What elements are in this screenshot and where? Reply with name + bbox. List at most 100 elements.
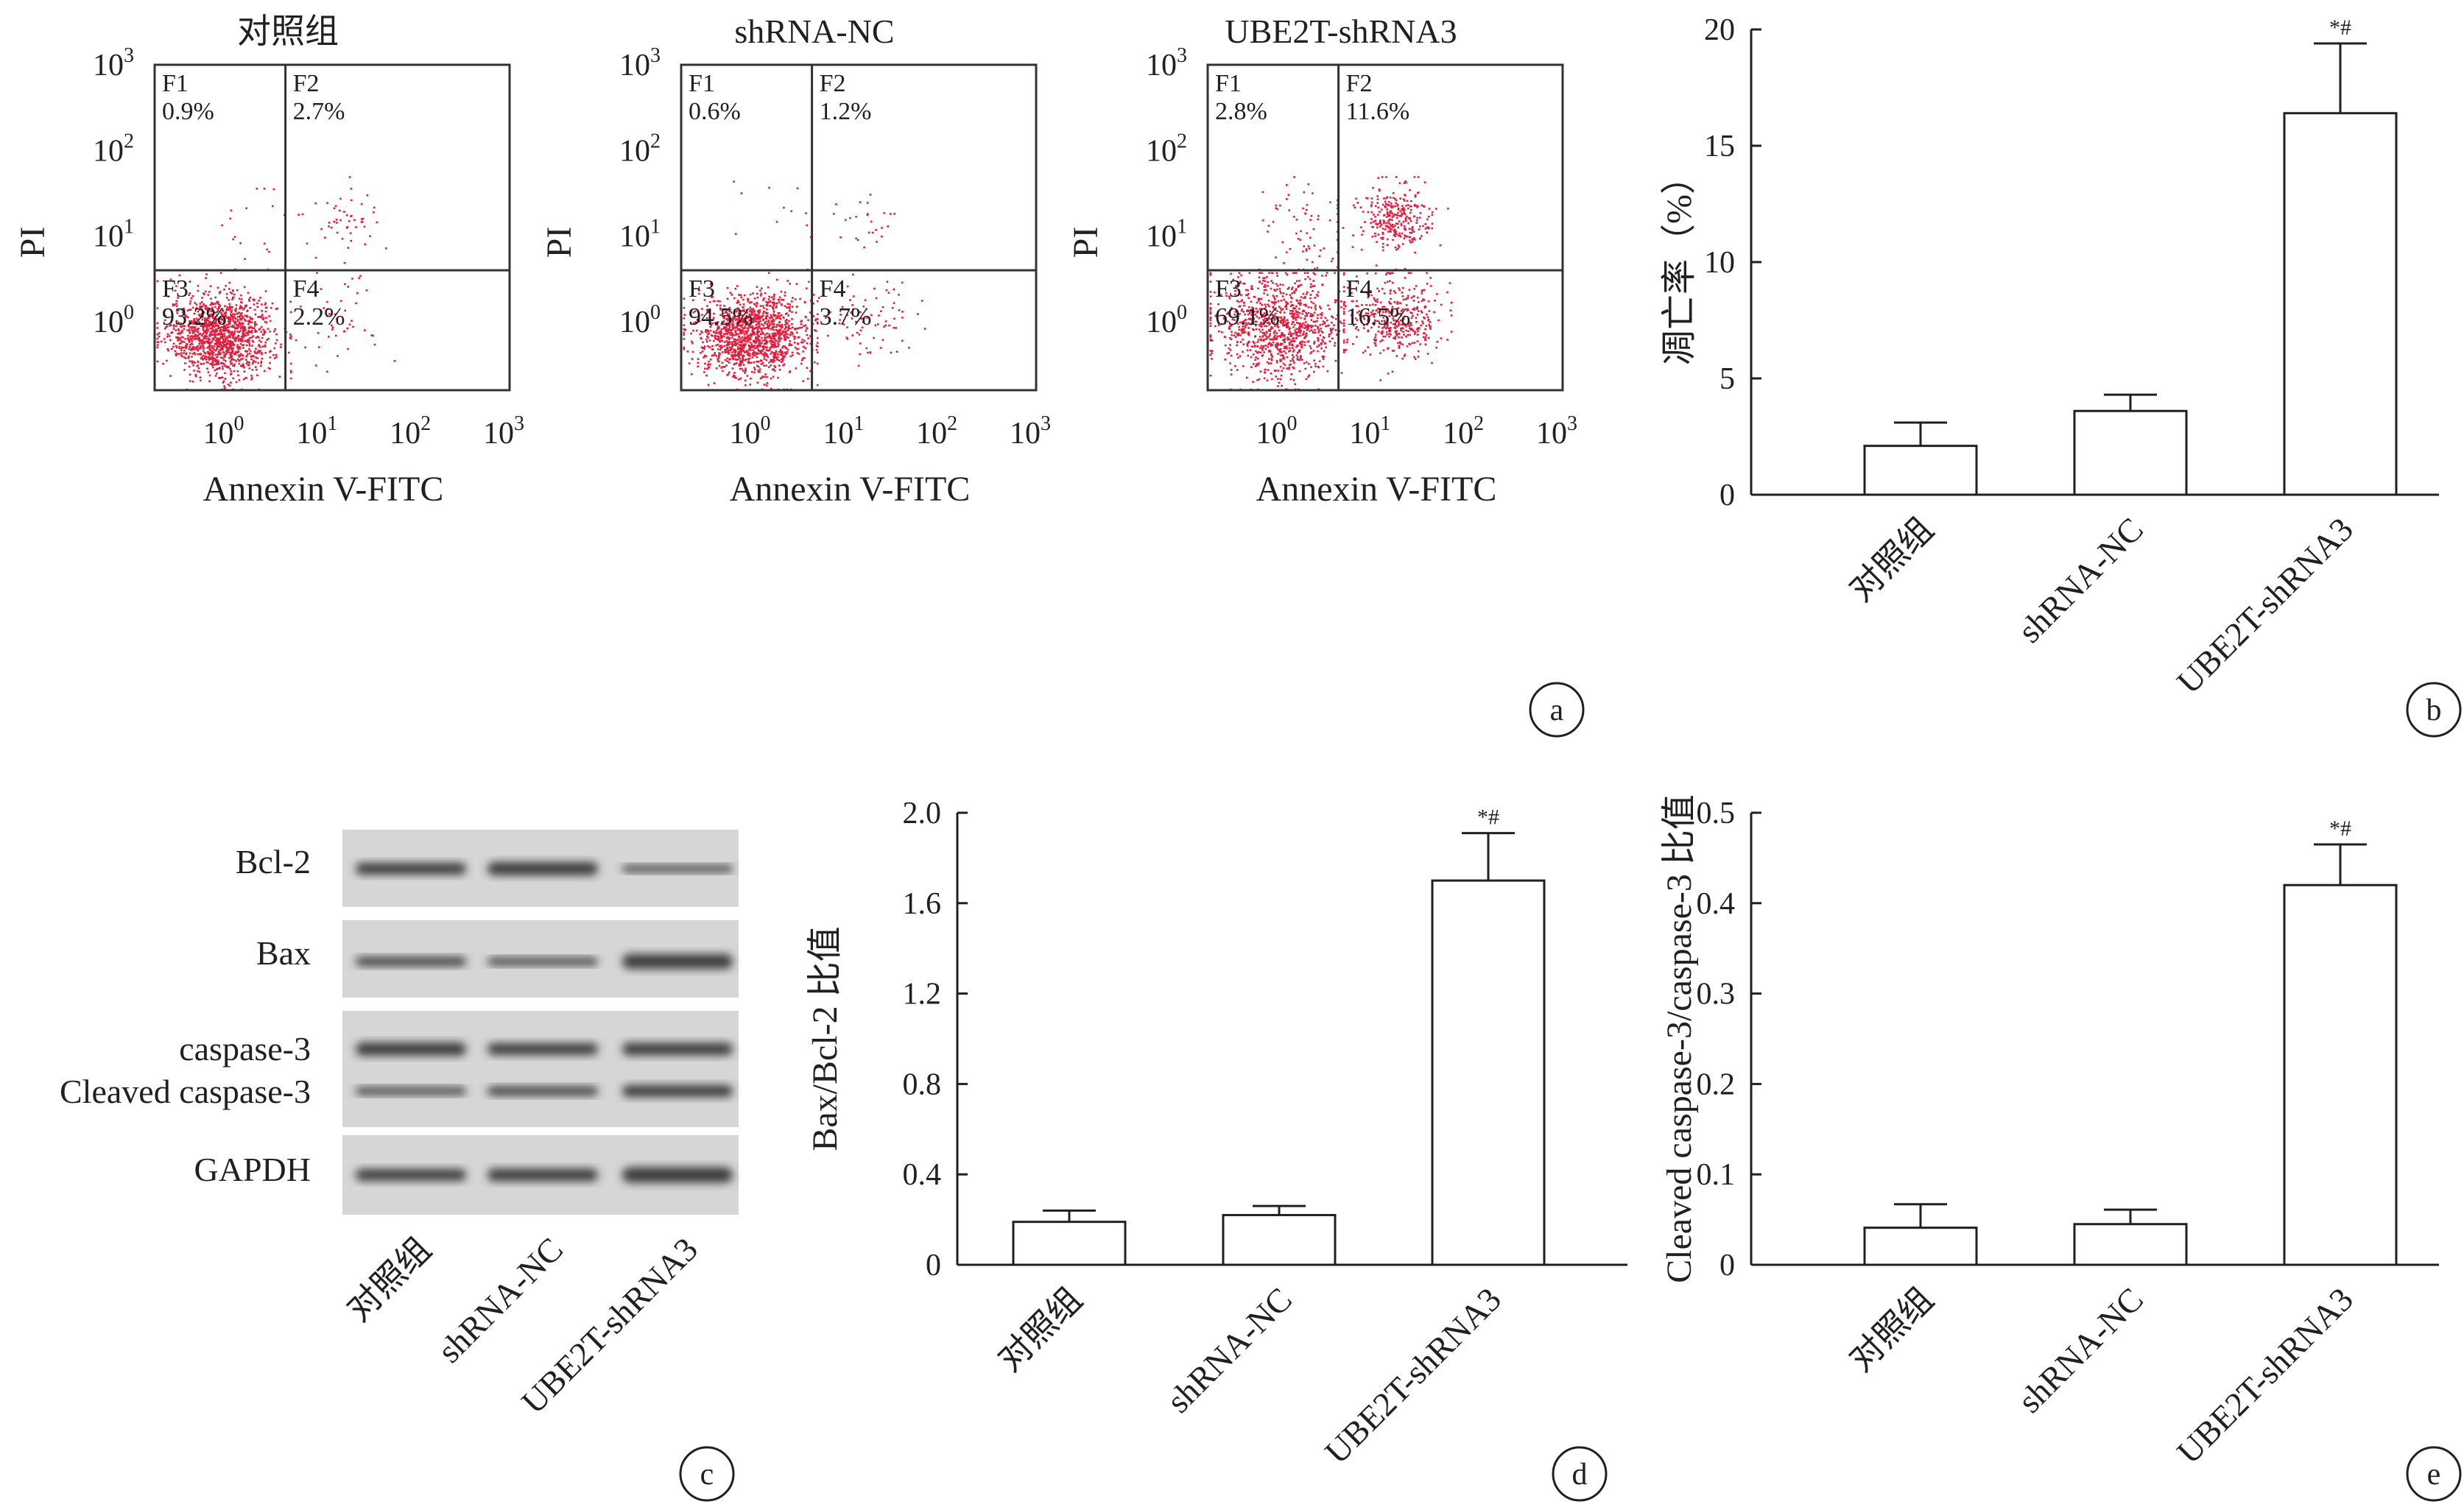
y-tick-label: 0.2: [1697, 1067, 1736, 1101]
bar-3: [2283, 883, 2398, 1266]
y-tick-label: 103: [1146, 44, 1187, 82]
significance-marker: *#: [1477, 805, 1499, 830]
category-label-1: 对照组: [1842, 510, 1940, 609]
panel-letter-circle: [2406, 1446, 2462, 1502]
flow-y-axis-title: PI: [1066, 227, 1105, 258]
panel-letter-text: b: [2426, 693, 2442, 727]
protein-band: [487, 1168, 598, 1182]
y-axis-title: 凋亡率（%）: [1660, 159, 1699, 365]
protein-band: [487, 1087, 598, 1095]
significance-marker: *#: [2329, 15, 2351, 40]
quadrant-f1-name: F1: [1215, 70, 1242, 97]
blot-membrane: [342, 1011, 739, 1127]
protein-band: [356, 863, 466, 875]
bar-2: [2073, 1223, 2188, 1266]
y-tick-label: 100: [619, 301, 661, 339]
quadrant-f4-name: F4: [293, 275, 320, 303]
y-tick-label: 0.4: [1697, 887, 1736, 921]
flow-plot-title: 对照组: [237, 13, 339, 50]
category-label-2: shRNA-NC: [1159, 1280, 1299, 1420]
panel-letter-text: a: [1550, 693, 1564, 727]
flow-y-axis: 100 101 102 103: [1146, 44, 1187, 339]
y-tick-label: 0.4: [903, 1158, 942, 1192]
panel-letter-e: e: [2406, 1446, 2462, 1502]
flow-dots: [1209, 176, 1453, 391]
protein-band: [622, 1085, 733, 1097]
flow-frame: [680, 63, 1038, 392]
flow-x-axis: 100 101 102 103: [203, 412, 524, 451]
flow-dots: [683, 180, 926, 391]
panel-letter-d: d: [1552, 1446, 1608, 1502]
quadrant-f3-name: F3: [689, 275, 715, 303]
quadrant-f3-value: 93.2%: [162, 303, 227, 331]
y-tick-label: 0: [1719, 479, 1735, 512]
bar-1: [1863, 1227, 1978, 1266]
flow-y-axis: 100 101 102 103: [619, 44, 661, 339]
panel-letter-a: a: [1529, 682, 1585, 738]
quadrant-f1-value: 2.8%: [1215, 98, 1267, 125]
protein-band: [622, 1042, 733, 1056]
x-tick-label: 101: [296, 412, 337, 451]
x-tick-label: 103: [483, 412, 524, 451]
band-label: GAPDH: [194, 1151, 311, 1188]
quadrant-f1-value: 0.6%: [689, 98, 741, 125]
flow-y-axis-title: PI: [540, 227, 579, 258]
quadrant-f2-name: F2: [293, 70, 320, 97]
y-tick-label: 0: [1719, 1249, 1735, 1282]
flow-x-axis: 100 101 102 103: [1256, 412, 1577, 451]
y-tick-label: 1.6: [903, 887, 942, 921]
panel-c-western-blot: Bcl-2 Bax caspase-3 Cleaved caspase-3 GAPDH 对…: [60, 830, 739, 1421]
y-tick-label: 0.3: [1697, 978, 1736, 1012]
flow-plot-title: shRNA-NC: [734, 13, 894, 50]
x-tick-label: 101: [823, 412, 864, 451]
quadrant-f4-value: 2.2%: [293, 303, 345, 331]
bar-3: [1431, 879, 1546, 1266]
x-tick-label: 103: [1536, 412, 1577, 451]
x-tick-label: 102: [1443, 412, 1484, 451]
panel-letter-b: b: [2406, 682, 2462, 738]
protein-band: [356, 1087, 466, 1095]
flow-y-axis-title: PI: [13, 227, 52, 258]
y-axis-title: Bax/Bcl-2 比值: [806, 926, 845, 1151]
flow-plot-title: UBE2T-shRNA3: [1225, 13, 1457, 50]
band-label: Cleaved caspase-3: [60, 1073, 311, 1110]
y-tick-label: 0.8: [903, 1067, 942, 1101]
y-tick-label: 0: [926, 1249, 941, 1282]
blot-strip-1: [342, 830, 739, 907]
y-tick-label: 15: [1704, 130, 1735, 163]
quadrant-f3-name: F3: [162, 275, 189, 303]
panel-letter-text: d: [1572, 1458, 1588, 1492]
x-tick-label: 102: [916, 412, 957, 451]
panel-letter-circle: [1529, 682, 1585, 738]
quadrant-f4-value: 3.7%: [820, 303, 872, 331]
quadrant-f2-name: F2: [1346, 70, 1373, 97]
significance-marker: *#: [2329, 816, 2351, 841]
panel-b-apoptosis-rate-chart: 0 5 10 15 20 凋亡率（%） 对照组 shRNA-NC *# UBE2T-shRNA3: [1660, 13, 2439, 701]
y-tick-label: 101: [1146, 216, 1187, 254]
y-tick-label: 1.2: [903, 978, 942, 1012]
category-label-1: 对照组: [1842, 1280, 1940, 1379]
bar-1: [1012, 1221, 1127, 1266]
quadrant-f4-name: F4: [1346, 275, 1373, 303]
blot-strip-2: [342, 920, 739, 998]
category-label-2: shRNA-NC: [2010, 510, 2150, 650]
y-tick-label: 0.5: [1697, 797, 1736, 830]
y-tick-label: 20: [1704, 13, 1735, 47]
y-tick-label: 2.0: [903, 797, 942, 830]
x-tick-label: 100: [729, 412, 770, 451]
category-label-3: UBE2T-shRNA3: [2169, 510, 2360, 701]
quadrant-f4-name: F4: [820, 275, 846, 303]
band-label: Bax: [256, 934, 311, 972]
y-tick-label: 101: [619, 216, 661, 254]
x-tick-label: 100: [1256, 412, 1297, 451]
bar-1: [1863, 445, 1978, 496]
protein-band: [356, 957, 466, 966]
y-axis-title: Cleaved caspase-3/caspase-3 比值: [1660, 794, 1699, 1283]
y-tick-label: 103: [619, 44, 661, 82]
y-tick-label: 102: [619, 130, 661, 168]
blot-strip-4: [342, 1135, 739, 1215]
